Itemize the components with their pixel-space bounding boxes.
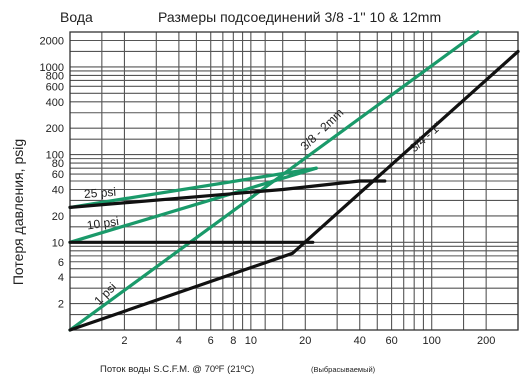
x-tick-label: 60 [385, 335, 397, 347]
series-line-6 [68, 49, 520, 332]
x-tick-label: 6 [208, 335, 214, 347]
x-tick-label: 100 [423, 335, 441, 347]
y-tick-label: 4 [58, 272, 64, 284]
y-tick-label: 10 [52, 237, 64, 249]
y-tick-label: 400 [46, 97, 64, 109]
y-tick-label: 40 [52, 184, 64, 196]
y-tick-label: 1000 [40, 62, 64, 74]
y-tick-label: 100 [46, 150, 64, 162]
x-tick-label: 40 [354, 335, 366, 347]
y-tick-label: 2 [58, 299, 64, 311]
y-tick-label: 600 [46, 81, 64, 93]
x-tick-label: 2 [121, 335, 127, 347]
y-tick-label: 6 [58, 257, 64, 269]
x-axis-title: Поток воды S.C.F.M. @ 70ºF (21ºC) [100, 364, 254, 375]
y-tick-label: 200 [46, 123, 64, 135]
series-lines [68, 30, 520, 332]
grid-lines [69, 31, 519, 331]
chart-title: Размеры подсоединений 3/8 -1'' 10 & 12mm [158, 9, 441, 25]
x-tick-label: 20 [299, 335, 311, 347]
x-tick-label: 10 [245, 335, 257, 347]
tick-labels: 2 4 6 8 10 20 40 60 100 2002461020406080100200400… [40, 35, 496, 347]
chart-corner-label: Вода [60, 9, 93, 25]
y-tick-label: 60 [52, 169, 64, 181]
x-tick-label: 8 [230, 335, 236, 347]
line-annotation: 10 psi [86, 214, 120, 232]
series-line-2 [68, 166, 318, 244]
y-tick-label: 20 [52, 211, 64, 223]
x-tick-label: 200 [477, 335, 495, 347]
y-tick-label: 800 [46, 70, 64, 82]
line-annotation: 3/4 - 1" [407, 119, 445, 155]
line-annotation: 25 psi [84, 185, 117, 201]
x-axis-note: (Выбрасываемый) [311, 365, 376, 374]
plot-frame [69, 31, 519, 331]
y-tick-label: 2000 [40, 35, 64, 47]
y-tick-label: 80 [52, 158, 64, 170]
x-tick-label: 4 [176, 335, 182, 347]
series-line-3 [68, 166, 318, 209]
y-axis-title: Потеря давления, psig [10, 139, 26, 285]
